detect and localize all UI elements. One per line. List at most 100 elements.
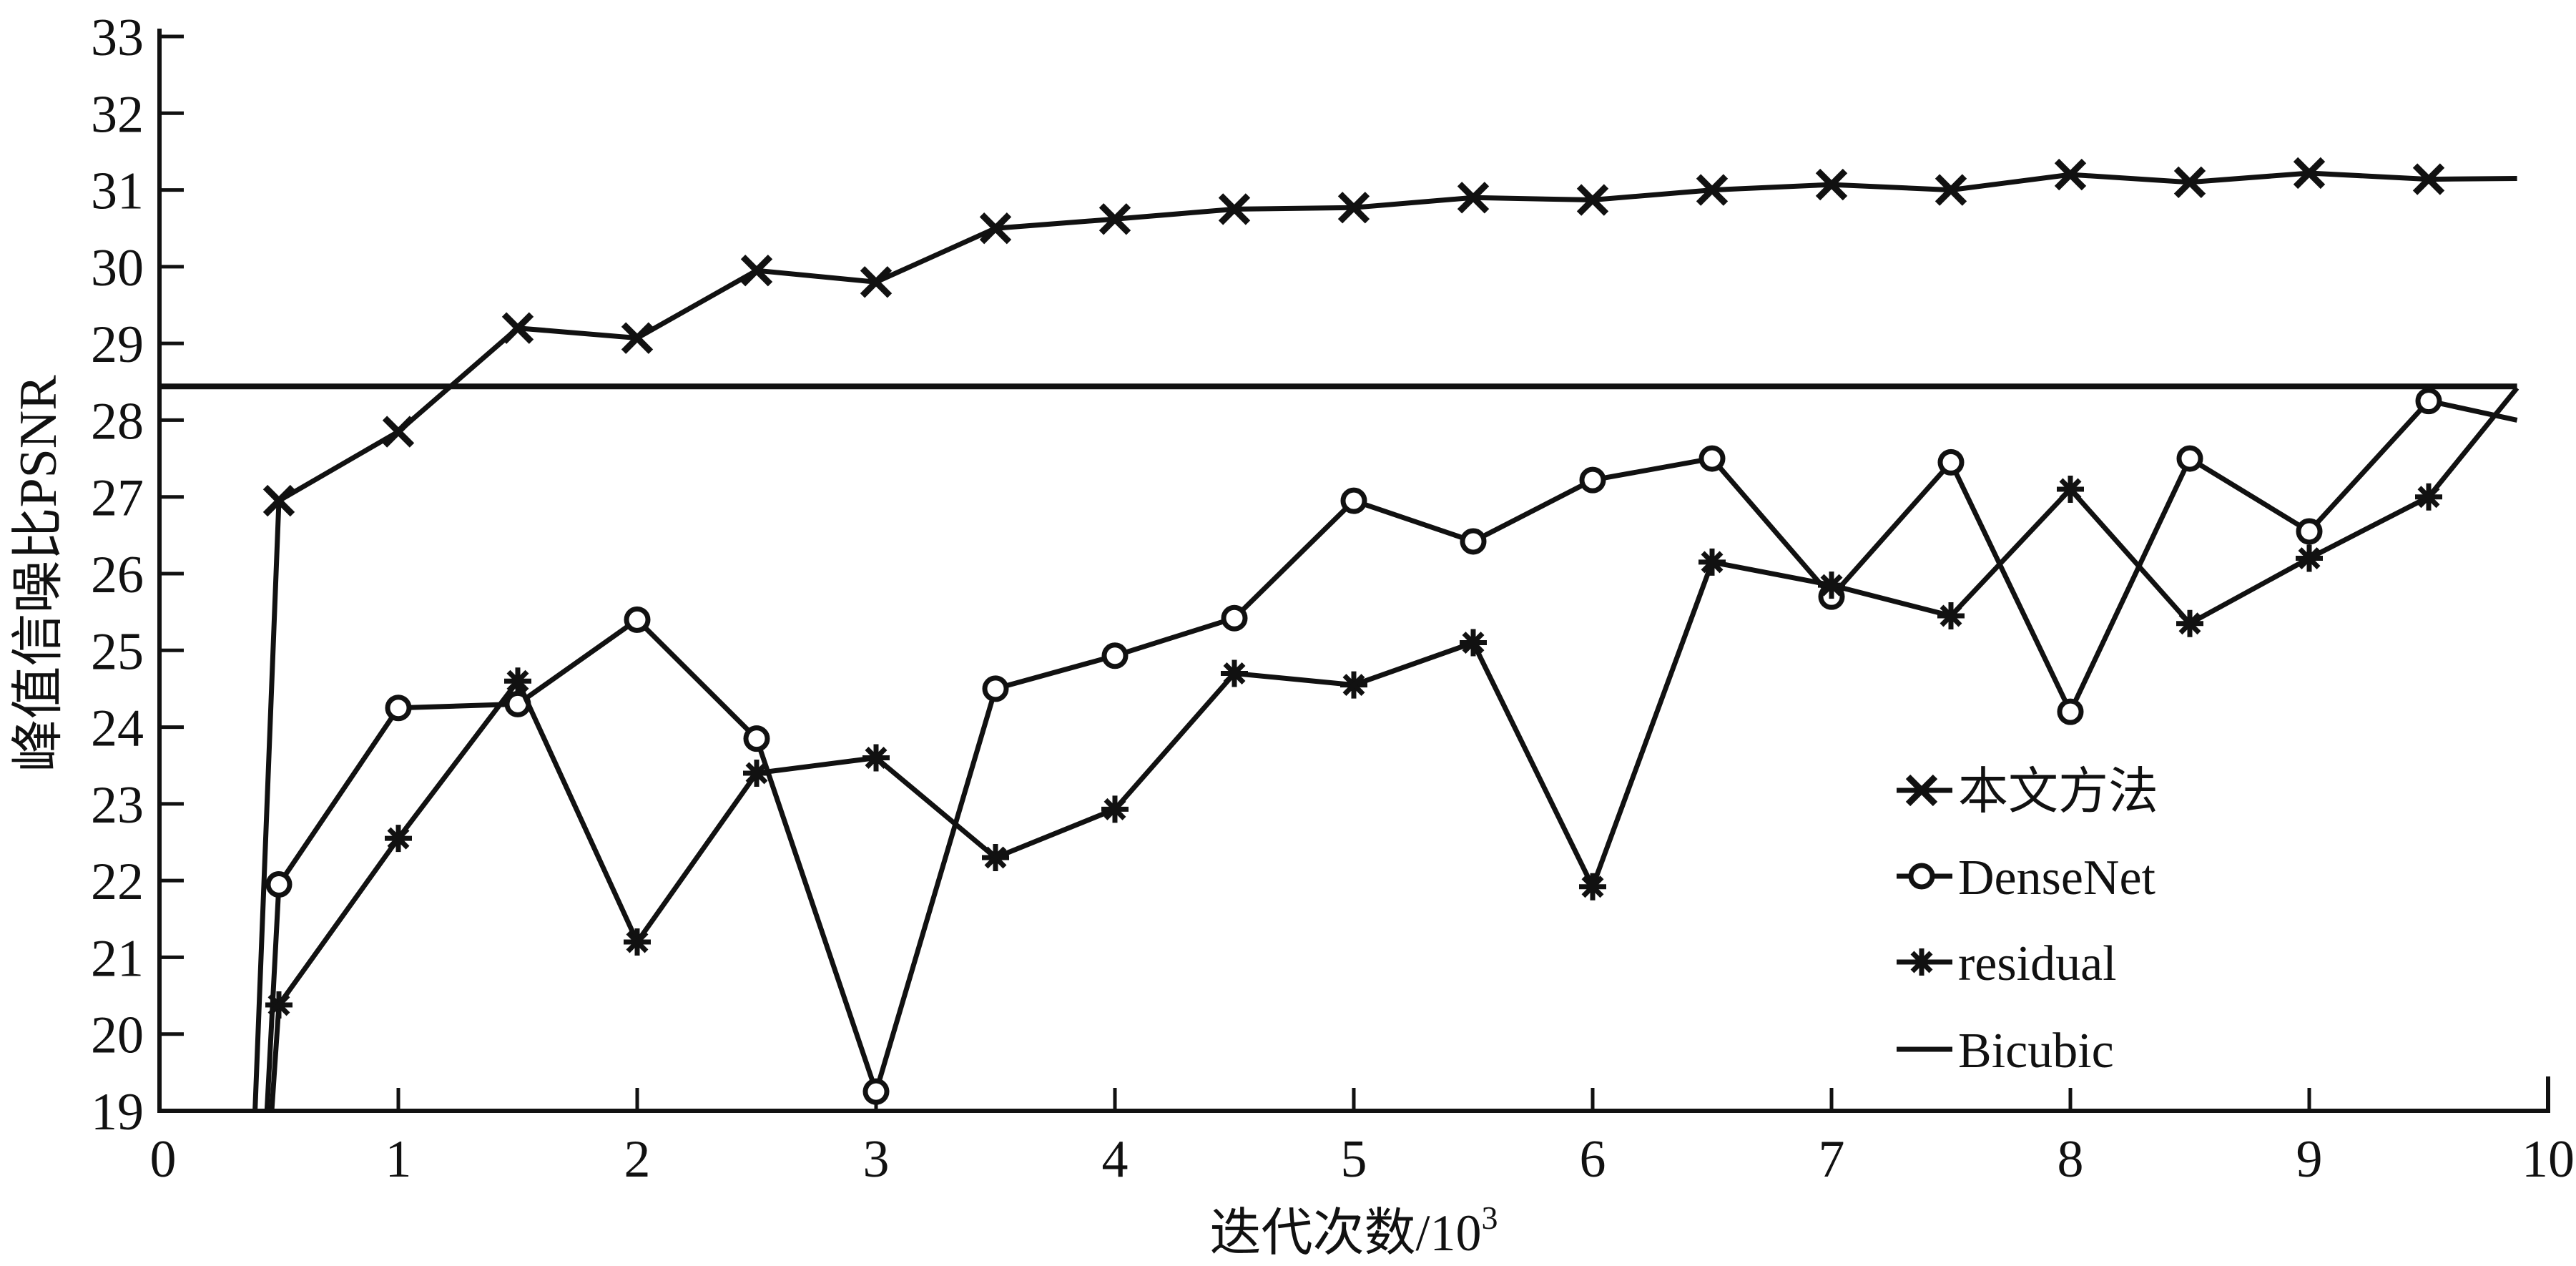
marker-stroke bbox=[1701, 551, 1724, 574]
series-marker-asterisk bbox=[2057, 475, 2084, 503]
series-marker-asterisk bbox=[2415, 483, 2442, 511]
x-tick-label: 1 bbox=[385, 1130, 412, 1189]
series-marker-x bbox=[1935, 174, 1967, 206]
series-marker-x bbox=[2054, 158, 2087, 191]
marker-stroke bbox=[387, 827, 410, 850]
series-marker-circle bbox=[265, 871, 292, 898]
series-marker-circle bbox=[1937, 448, 1965, 476]
series-本文方法 bbox=[252, 157, 2517, 1112]
y-tick-label: 28 bbox=[91, 392, 144, 451]
legend: 本文方法 DenseNet residual Bicubic bbox=[1897, 765, 2158, 1079]
series-marker-x bbox=[2293, 157, 2326, 190]
x-tick-label: 3 bbox=[863, 1130, 890, 1189]
marker-stroke bbox=[1940, 604, 1962, 627]
marker-stroke bbox=[979, 212, 1012, 245]
marker-stroke bbox=[2296, 518, 2323, 545]
marker-stroke bbox=[1340, 487, 1367, 514]
x-tick-label: 4 bbox=[1102, 1130, 1129, 1189]
marker-stroke bbox=[1576, 184, 1609, 216]
y-tick-label: 23 bbox=[91, 776, 144, 835]
marker-stroke bbox=[501, 312, 534, 344]
y-tick-label: 31 bbox=[91, 162, 144, 221]
legend-entry-DenseNet: DenseNet bbox=[1897, 850, 2156, 906]
series-line-residual bbox=[269, 386, 2520, 1112]
series-marker-circle bbox=[982, 675, 1009, 702]
series-marker-circle bbox=[2415, 388, 2442, 415]
series-marker-circle bbox=[385, 695, 412, 722]
marker-stroke bbox=[1699, 445, 1726, 472]
marker-stroke bbox=[1457, 182, 1490, 214]
marker-stroke bbox=[2298, 547, 2321, 570]
x-axis-title: 迭代次数/103 bbox=[1209, 1199, 1498, 1262]
y-tick-label: 26 bbox=[91, 546, 144, 604]
marker-stroke bbox=[1337, 192, 1370, 224]
x-tick-label: 10 bbox=[2522, 1130, 2575, 1189]
series-marker-circle bbox=[743, 725, 770, 752]
series-marker-circle bbox=[1221, 604, 1248, 632]
series-marker-x bbox=[860, 266, 893, 298]
y-tick-label: 22 bbox=[91, 853, 144, 911]
series-marker-x bbox=[2412, 163, 2445, 195]
marker-stroke bbox=[506, 669, 529, 692]
series-marker-circle bbox=[1101, 642, 1129, 669]
series-marker-circle bbox=[2057, 698, 2084, 725]
series-marker-x bbox=[1905, 774, 1938, 807]
y-tick-label: 32 bbox=[91, 85, 144, 144]
marker-stroke bbox=[1696, 174, 1729, 206]
marker-stroke bbox=[743, 725, 770, 752]
series-marker-asterisk bbox=[1818, 571, 1845, 599]
marker-stroke bbox=[1223, 662, 1246, 684]
x-tick-label: 7 bbox=[1819, 1130, 1845, 1189]
series-marker-x bbox=[501, 312, 534, 344]
marker-stroke bbox=[1221, 604, 1248, 632]
y-tick-label: 24 bbox=[91, 700, 144, 758]
marker-stroke bbox=[1101, 642, 1129, 669]
x-tick-label: 2 bbox=[624, 1130, 651, 1189]
marker-stroke bbox=[385, 695, 412, 722]
marker-stroke bbox=[1820, 574, 1843, 597]
x-tick-label: 9 bbox=[2296, 1130, 2323, 1189]
series-marker-x bbox=[1337, 192, 1370, 224]
marker-stroke bbox=[624, 606, 651, 633]
y-tick-label: 25 bbox=[91, 622, 144, 681]
marker-stroke bbox=[267, 993, 290, 1016]
marker-stroke bbox=[2178, 612, 2201, 635]
marker-stroke bbox=[2176, 445, 2203, 472]
series-marker-asterisk bbox=[1579, 873, 1606, 901]
x-tick-label: 8 bbox=[2058, 1130, 2084, 1189]
marker-stroke bbox=[2293, 157, 2326, 190]
series-marker-x bbox=[1815, 168, 1848, 201]
series-marker-asterisk bbox=[624, 928, 651, 956]
marker-stroke bbox=[860, 266, 893, 298]
marker-stroke bbox=[626, 931, 649, 953]
marker-stroke bbox=[1905, 774, 1938, 807]
marker-stroke bbox=[1460, 528, 1487, 555]
series-marker-circle bbox=[862, 1078, 890, 1105]
legend-label-residual: residual bbox=[1958, 936, 2117, 991]
series-marker-asterisk bbox=[1460, 629, 1487, 657]
series-marker-x bbox=[382, 416, 415, 448]
legend-label-本文方法: 本文方法 bbox=[1958, 765, 2158, 820]
marker-stroke bbox=[1910, 951, 1933, 973]
series-marker-circle bbox=[624, 606, 651, 633]
marker-stroke bbox=[984, 846, 1007, 869]
series-marker-x bbox=[621, 322, 654, 354]
y-tick-label: 33 bbox=[91, 9, 144, 67]
marker-stroke bbox=[740, 255, 773, 287]
marker-stroke bbox=[2417, 486, 2440, 509]
series-line-本文方法 bbox=[252, 170, 2517, 1112]
series-marker-asterisk bbox=[1340, 671, 1367, 699]
x-tick-label: 0 bbox=[150, 1130, 177, 1189]
marker-stroke bbox=[1103, 798, 1126, 820]
series-marker-asterisk bbox=[504, 667, 531, 695]
series-marker-x bbox=[1696, 174, 1729, 206]
marker-stroke bbox=[1342, 674, 1365, 697]
legend-entry-residual: residual bbox=[1897, 936, 2117, 991]
marker-stroke bbox=[2173, 166, 2206, 199]
marker-stroke bbox=[2054, 158, 2087, 191]
series-marker-asterisk bbox=[265, 991, 292, 1019]
marker-stroke bbox=[862, 1078, 890, 1105]
series-marker-x bbox=[979, 212, 1012, 245]
